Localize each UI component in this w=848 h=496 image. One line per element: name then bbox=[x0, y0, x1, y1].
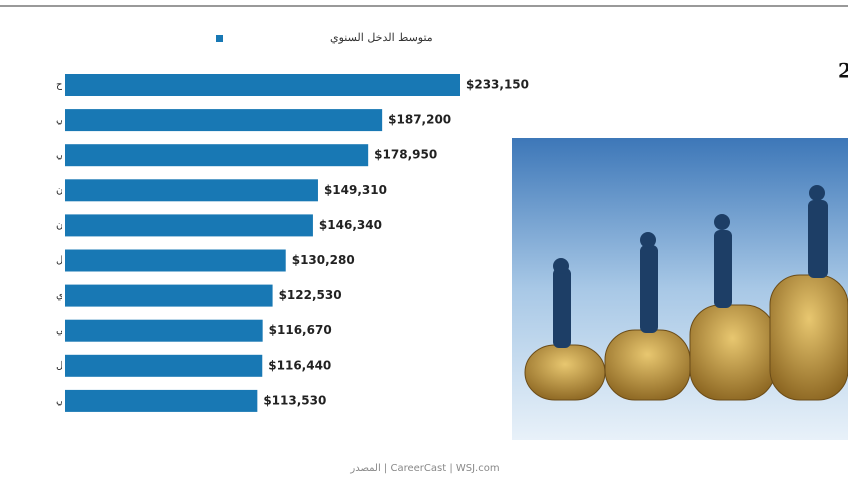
value-label: $146,340 bbox=[319, 218, 382, 232]
bar bbox=[65, 144, 369, 167]
category-label: الطبيب النفساني bbox=[56, 150, 126, 161]
category-label: المحامي bbox=[56, 395, 91, 406]
source: المصدر | CareerCast | WSJ.com bbox=[349, 463, 499, 474]
value-label: $149,310 bbox=[324, 183, 387, 197]
value-label: $178,950 bbox=[374, 148, 437, 162]
legend-label: متوسط الدخل السنوي bbox=[330, 31, 433, 44]
bar bbox=[65, 389, 258, 412]
category-label: طبيب تقويم الأسنان bbox=[56, 184, 139, 196]
bar bbox=[65, 179, 318, 202]
value-label: $113,530 bbox=[263, 393, 326, 407]
bar bbox=[65, 74, 460, 96]
category-label: الفيزيائي bbox=[56, 115, 92, 126]
legend-swatch bbox=[216, 35, 223, 42]
category-label: الجراح bbox=[56, 80, 83, 91]
value-label: $130,280 bbox=[292, 253, 355, 267]
category-label: مهندس البترول bbox=[56, 255, 119, 266]
bar bbox=[65, 109, 383, 132]
bar bbox=[65, 319, 263, 342]
value-label: $187,200 bbox=[388, 113, 451, 127]
bar bbox=[65, 354, 263, 377]
category-label: المراقب الجوي bbox=[56, 290, 119, 301]
chart-title: اعلى 10 وظائف أجرا في 2014 bbox=[838, 57, 848, 84]
value-label: $116,670 bbox=[269, 323, 332, 337]
category-labels: الجراح الفيزيائي الطبيب النفساني طبيب تقويم… bbox=[56, 80, 139, 407]
bar bbox=[65, 284, 273, 307]
category-label: طبيب الأرجل bbox=[56, 359, 110, 371]
value-label: $122,530 bbox=[279, 288, 342, 302]
category-label: طبيب الأسنان bbox=[56, 219, 113, 231]
bar bbox=[65, 214, 313, 237]
bar bbox=[65, 249, 286, 272]
photo bbox=[512, 138, 848, 440]
value-label: $233,150 bbox=[466, 78, 529, 92]
category-label: الصيدلي bbox=[56, 325, 90, 336]
value-label: $116,440 bbox=[268, 358, 331, 372]
